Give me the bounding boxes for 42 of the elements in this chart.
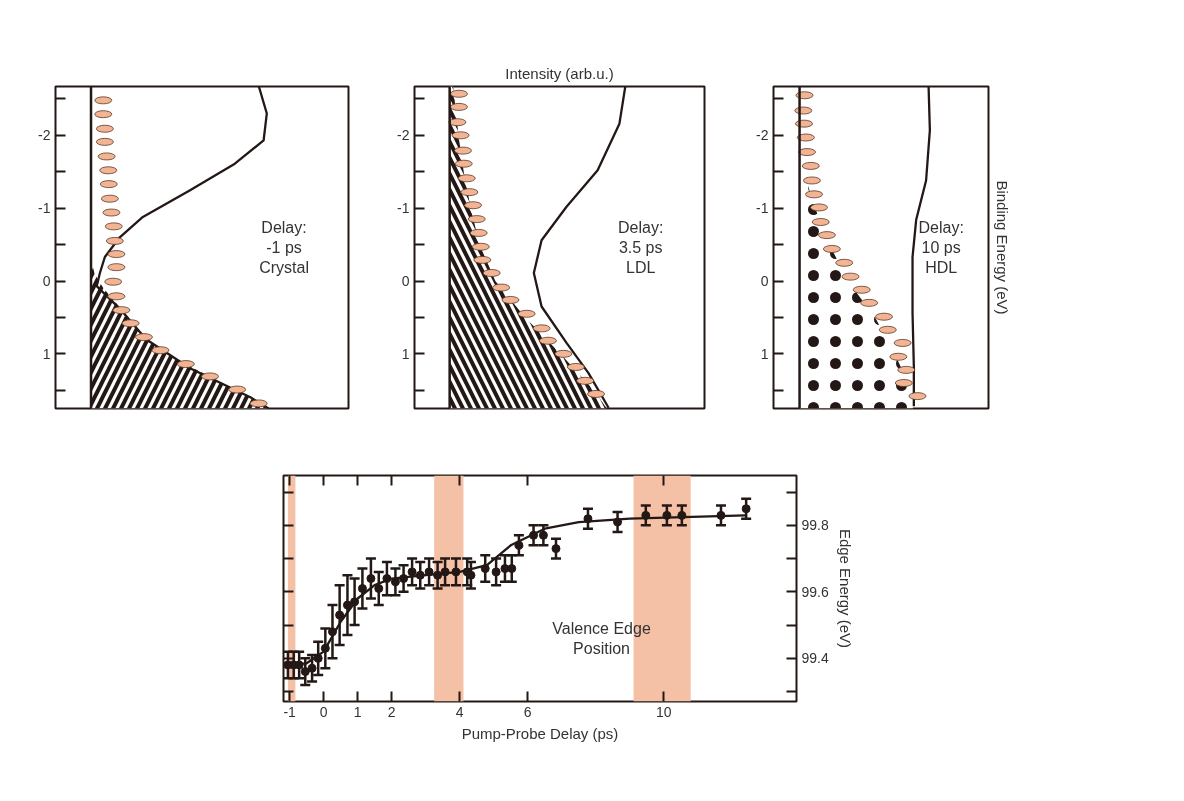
point [491,567,501,577]
x-tick-label: 2 [387,703,396,720]
annotation: Delay: 3.5 ps LDL [618,218,664,277]
point [357,584,367,593]
annotation: Delay: 10 ps HDL [918,218,964,277]
x-tick-label: 6 [523,703,532,720]
y-axis-title: Edge Energy (eV) [836,528,854,649]
y-tick-label: 0 [42,273,51,290]
y-tick-label: -1 [756,200,769,217]
point [300,667,310,677]
y-tick-label: 1 [42,345,51,362]
y-tick-label: -1 [38,200,51,217]
y-axis-title: Binding Energy (eV) [993,180,1011,315]
x-axis-title: Intensity (arb.u.) [505,64,614,82]
y-tick-label: 99.8 [801,517,829,534]
point [307,663,317,673]
y-tick-label: 1 [401,345,410,362]
y-tick-label: 1 [760,345,769,362]
point [335,610,345,620]
y-tick-label: -1 [397,200,410,217]
point [538,530,548,540]
x-axis-title: Pump-Probe Delay (ps) [461,724,619,742]
y-tick-label: -2 [397,127,410,144]
y-tick-label: -2 [756,127,769,144]
point [407,567,417,577]
annotation: Delay: -1 ps Crystal [259,218,309,277]
y-tick-label: -2 [38,127,51,144]
y-tick-label: 0 [760,273,769,290]
point [374,584,384,593]
y-tick-label: 99.4 [801,650,829,667]
y-tick-label: 99.6 [801,583,829,600]
point [741,504,751,514]
annotation: Valence Edge Position [552,619,651,657]
x-tick-label: 0 [319,703,328,720]
x-tick-label: 4 [455,703,464,720]
x-tick-label: 10 [656,703,672,720]
point [507,564,517,574]
point [551,544,561,554]
x-tick-label: 1 [353,703,362,720]
x-tick-label: -1 [283,703,297,720]
point [366,574,376,584]
y-tick-label: 0 [401,273,410,290]
